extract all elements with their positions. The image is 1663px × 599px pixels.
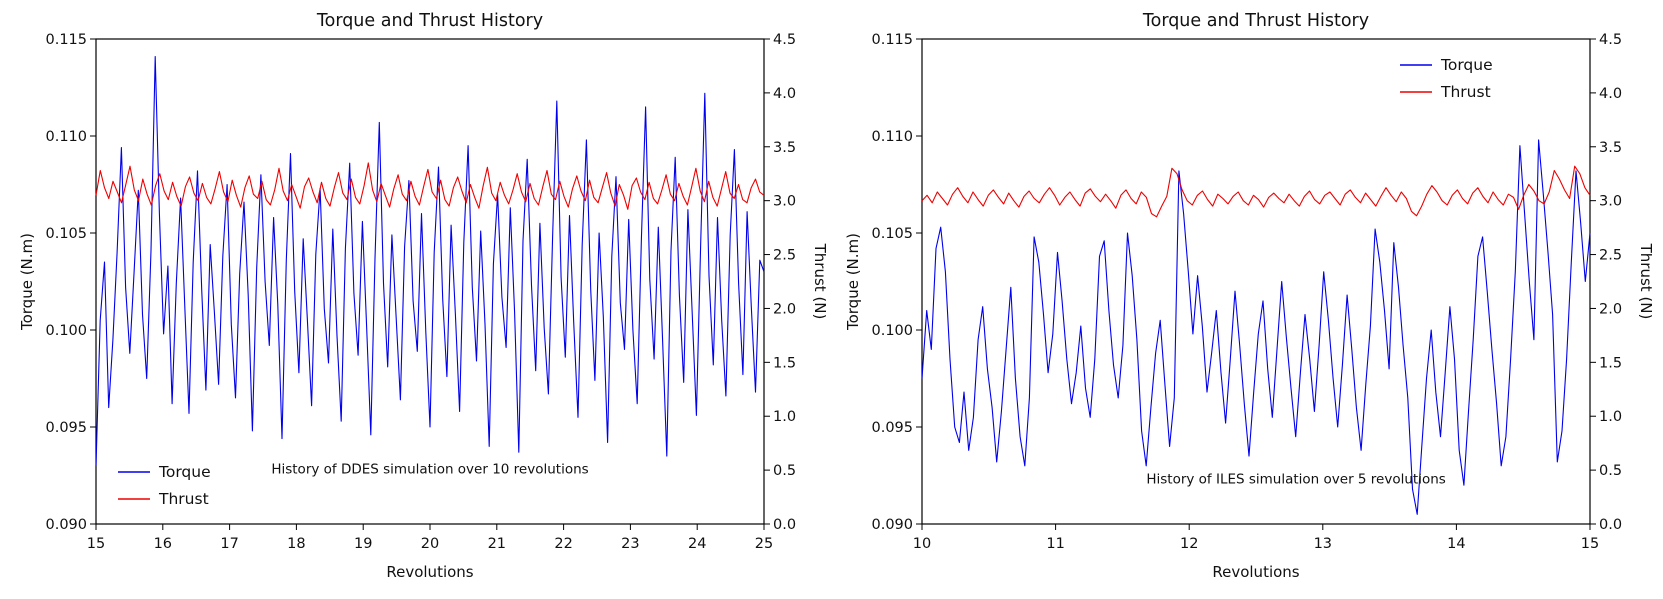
y-left-tick-label: 0.095 xyxy=(871,420,913,436)
x-tick-label: 10 xyxy=(913,536,931,552)
legend-thrust-label: Thrust xyxy=(1440,83,1491,101)
annotation-text: History of DDES simulation over 10 revol… xyxy=(271,462,588,478)
legend-torque-label: Torque xyxy=(1440,56,1493,74)
y-left-tick-label: 0.090 xyxy=(871,517,913,533)
y-right-tick-label: 0.5 xyxy=(773,463,796,479)
x-tick-label: 17 xyxy=(220,536,238,552)
y-left-tick-label: 0.115 xyxy=(871,32,913,48)
x-axis-label: Revolutions xyxy=(386,563,473,581)
x-tick-label: 20 xyxy=(421,536,439,552)
series-torque-line xyxy=(921,139,1591,515)
y-left-tick-label: 0.100 xyxy=(45,323,87,339)
y-right-tick-label: 3.5 xyxy=(1599,140,1622,156)
y-right-tick-label: 3.5 xyxy=(773,140,796,156)
y-right-tick-label: 3.0 xyxy=(1599,194,1622,210)
x-tick-label: 12 xyxy=(1180,536,1198,552)
y-axis-left-label: Torque (N.m) xyxy=(844,233,862,331)
x-tick-label: 21 xyxy=(488,536,506,552)
y-right-tick-label: 2.0 xyxy=(1599,301,1622,317)
x-axis-label: Revolutions xyxy=(1212,563,1299,581)
torque-thrust-chart-iles: 10 11 12 13 14 15 0.090 0.095 0.100 0.105 0.110 0.1… xyxy=(844,11,1655,581)
x-tick-label: 15 xyxy=(1581,536,1599,552)
figure-ddes: 15 16 17 18 19 20 21 22 23 24 25 0.090 0.095 0.100 0.1… xyxy=(11,5,829,594)
series-thrust-line xyxy=(921,165,1591,218)
y-left-tick-label: 0.115 xyxy=(45,32,87,48)
y-axis-right-label: Thrust (N) xyxy=(1637,243,1652,320)
y-right-tick-label: 4.5 xyxy=(1599,32,1622,48)
y-right-tick-label: 2.5 xyxy=(1599,248,1622,264)
y-left-tick-label: 0.095 xyxy=(45,420,87,436)
y-axis-right-label: Thrust (N) xyxy=(811,243,826,320)
y-right-tick-label: 1.0 xyxy=(773,409,796,425)
chart-title: Torque and Thrust History xyxy=(316,11,543,31)
x-tick-label: 19 xyxy=(354,536,372,552)
y-right-tick-label: 3.0 xyxy=(773,194,796,210)
x-tick-label: 11 xyxy=(1046,536,1064,552)
y-right-tick-label: 1.0 xyxy=(1599,409,1622,425)
legend-torque-label: Torque xyxy=(158,463,211,481)
x-tick-label: 24 xyxy=(688,536,706,552)
y-left-tick-label: 0.100 xyxy=(871,323,913,339)
y-right-tick-label: 0.0 xyxy=(1599,517,1622,533)
x-tick-label: 13 xyxy=(1314,536,1332,552)
y-left-tick-label: 0.105 xyxy=(871,226,913,242)
chart-title: Torque and Thrust History xyxy=(1142,11,1369,31)
y-right-tick-label: 2.0 xyxy=(773,301,796,317)
y-right-tick-label: 0.0 xyxy=(773,517,796,533)
y-right-tick-label: 1.5 xyxy=(773,355,796,371)
y-left-tick-label: 0.110 xyxy=(45,129,87,145)
x-tick-label: 22 xyxy=(554,536,572,552)
x-tick-label: 14 xyxy=(1447,536,1465,552)
series-thrust-line xyxy=(95,162,765,210)
annotation-text: History of ILES simulation over 5 revolu… xyxy=(1146,471,1445,487)
torque-thrust-chart-ddes: 15 16 17 18 19 20 21 22 23 24 25 0.090 0.095 0.100 0.1… xyxy=(18,11,829,581)
y-left-tick-label: 0.090 xyxy=(45,517,87,533)
x-tick-label: 18 xyxy=(287,536,305,552)
y-right-tick-label: 4.5 xyxy=(773,32,796,48)
y-right-tick-label: 4.0 xyxy=(773,86,796,102)
y-right-tick-label: 0.5 xyxy=(1599,463,1622,479)
y-right-tick-label: 2.5 xyxy=(773,248,796,264)
y-left-tick-label: 0.105 xyxy=(45,226,87,242)
y-axis-left-label: Torque (N.m) xyxy=(18,233,36,331)
figure-iles: 10 11 12 13 14 15 0.090 0.095 0.100 0.105 0.110 0.1… xyxy=(837,5,1655,594)
y-left-tick-label: 0.110 xyxy=(871,129,913,145)
x-tick-label: 16 xyxy=(154,536,172,552)
x-tick-label: 25 xyxy=(755,536,773,552)
plot-border xyxy=(921,38,1591,525)
series-torque-line xyxy=(95,55,765,466)
plot-border xyxy=(95,38,765,525)
y-right-tick-label: 1.5 xyxy=(1599,355,1622,371)
x-tick-label: 23 xyxy=(621,536,639,552)
legend-thrust-label: Thrust xyxy=(158,490,209,508)
y-right-tick-label: 4.0 xyxy=(1599,86,1622,102)
x-tick-label: 15 xyxy=(87,536,105,552)
